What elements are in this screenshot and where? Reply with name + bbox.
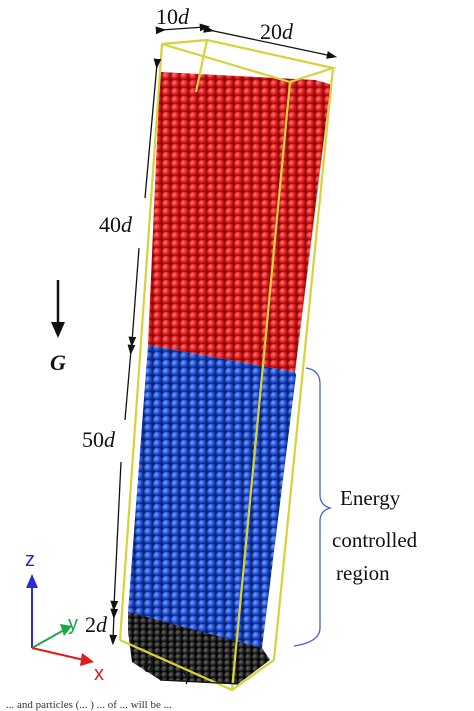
coordinate-axes	[26, 574, 94, 666]
axis-x-label: x	[94, 663, 104, 685]
blue-height-label: 50d	[82, 427, 116, 452]
tilt-angle-marker	[159, 669, 239, 685]
red-height-label: 40d	[99, 212, 133, 237]
depth-label: 20d	[260, 19, 294, 44]
energy-region-brace	[293, 367, 333, 647]
tilt-angle-label: θ	[143, 652, 154, 677]
axis-z-label: z	[25, 549, 35, 571]
red-height-dimension-arrow	[128, 58, 162, 348]
gravity-arrow	[51, 280, 65, 338]
red-particle-layer	[148, 72, 330, 372]
depth-dimension-arrow	[203, 25, 338, 59]
width-dimension-arrow	[155, 23, 211, 35]
blue-height-dimension-arrow	[110, 344, 136, 612]
bottom-layer-label: 2d	[85, 612, 108, 637]
width-label: 10d	[156, 4, 190, 29]
blue-particle-layer	[128, 345, 296, 648]
energy-region-label: Energy controlled region	[332, 486, 422, 585]
simulation-box-frame	[118, 38, 338, 692]
gravity-label: G	[50, 350, 66, 375]
bottom-layer-dimension-arrow	[109, 608, 119, 646]
caption-strip: ... and particles (... ) ... of ... will…	[6, 699, 172, 711]
axis-y-label: y	[68, 613, 78, 635]
